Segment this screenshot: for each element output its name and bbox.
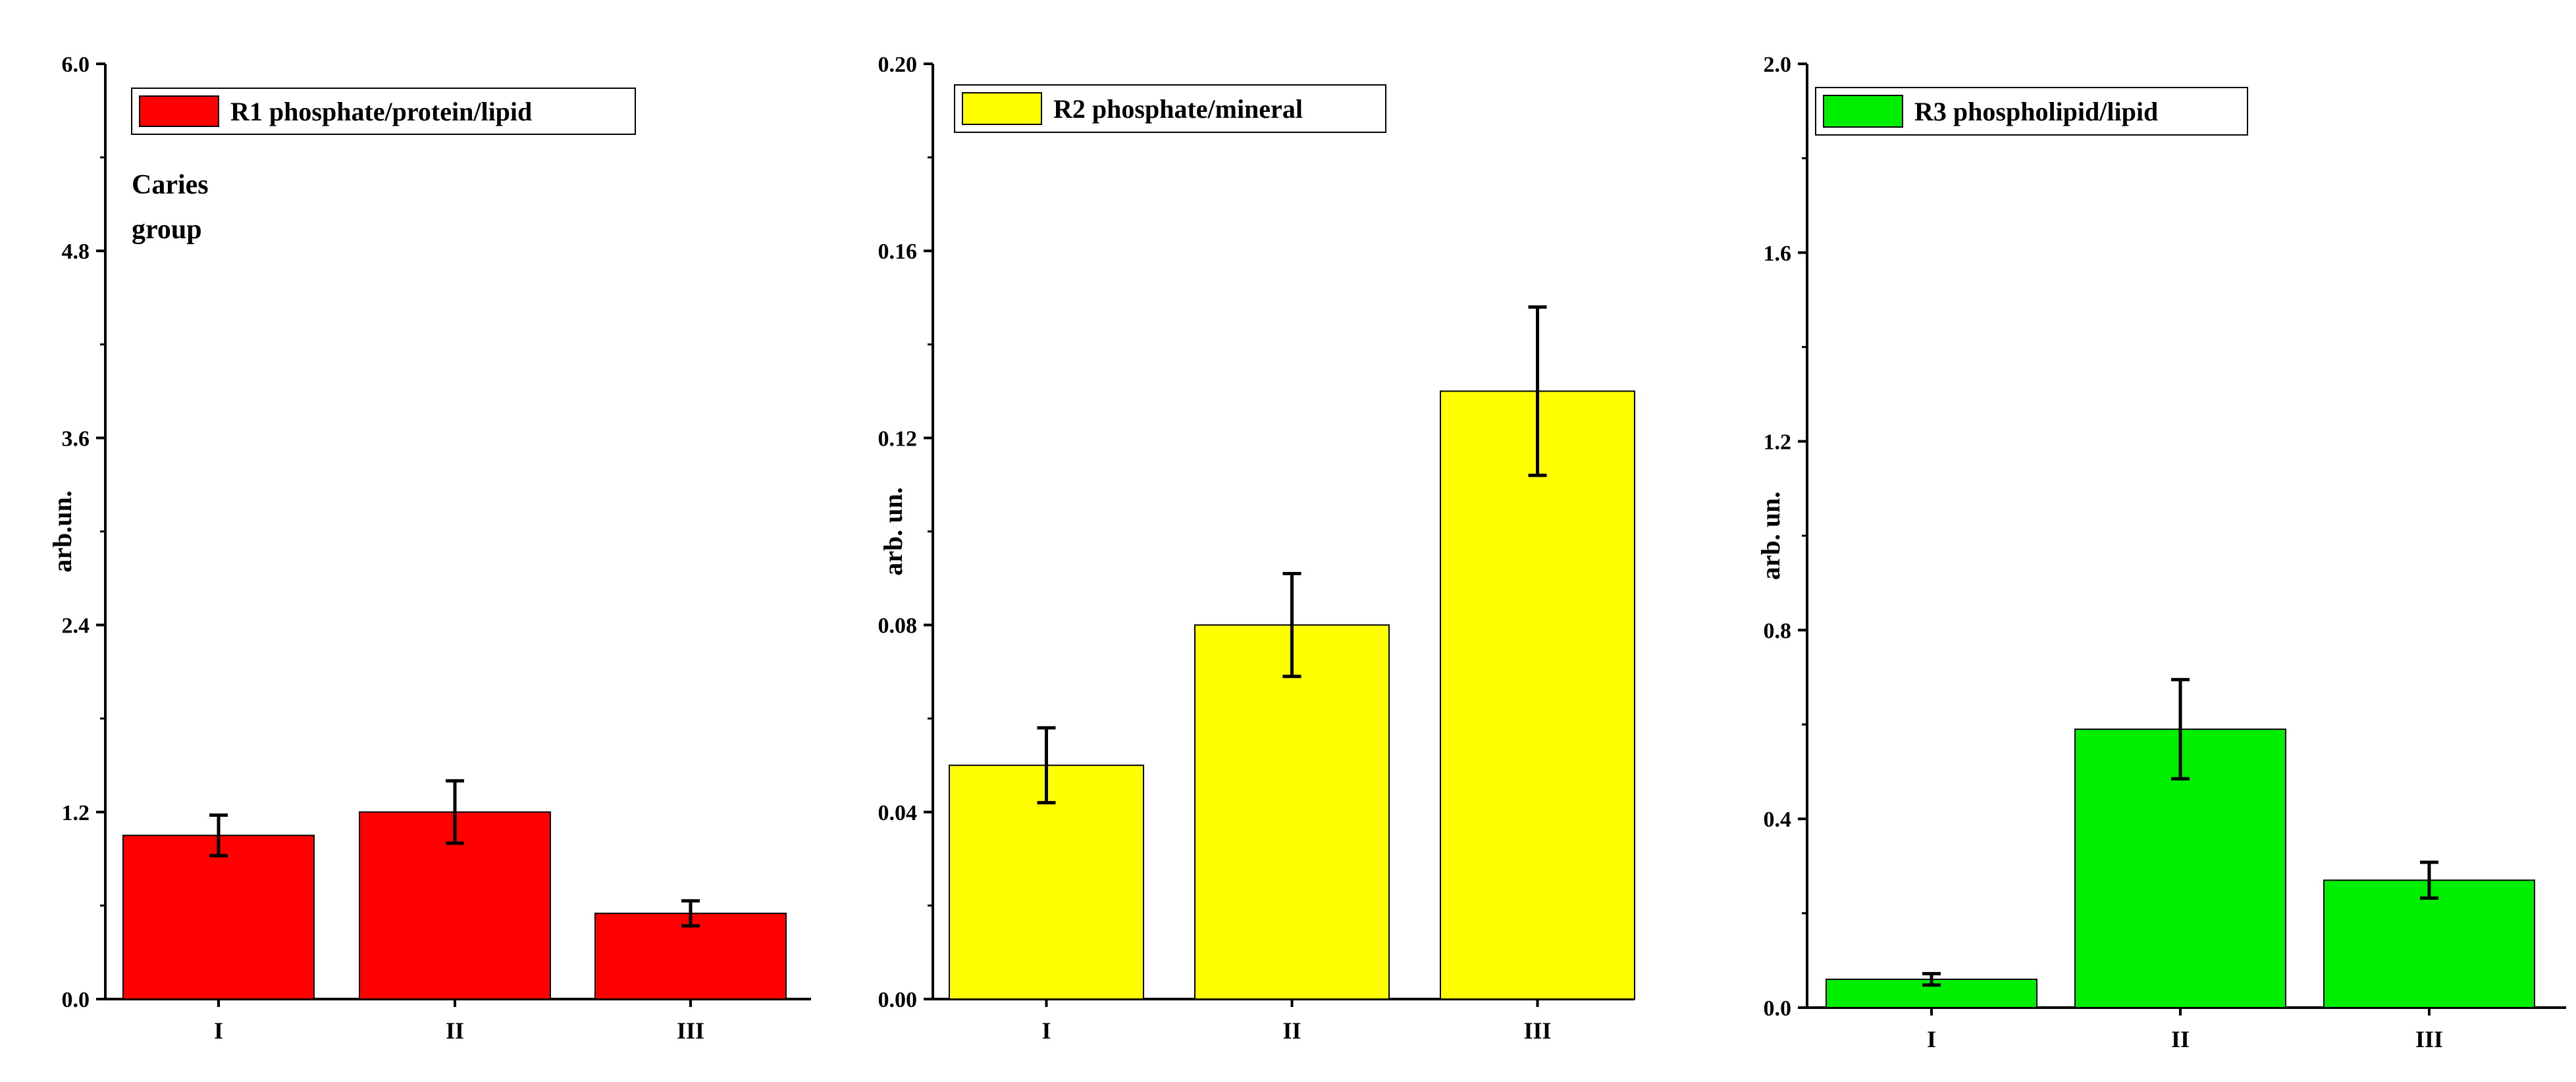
x-tick-label: II bbox=[2171, 1026, 2190, 1052]
x-tick-label: III bbox=[677, 1018, 704, 1044]
x-tick-label: I bbox=[214, 1018, 223, 1044]
legend-swatch bbox=[139, 95, 219, 127]
y-tick-label: 0.04 bbox=[878, 801, 918, 825]
bar bbox=[594, 912, 787, 1000]
y-tick-label: 0.16 bbox=[878, 240, 918, 264]
y-tick-label: 0.0 bbox=[1764, 996, 1792, 1021]
y-tick-label: 0.4 bbox=[1764, 808, 1792, 832]
y-tick-label: 1.2 bbox=[1764, 430, 1792, 455]
bar bbox=[122, 835, 315, 1000]
bar bbox=[1194, 624, 1390, 1000]
y-tick-label: 0.12 bbox=[878, 426, 918, 451]
x-tick-label: I bbox=[1041, 1018, 1051, 1044]
y-tick-label: 4.8 bbox=[62, 240, 90, 264]
x-tick-label: II bbox=[446, 1018, 464, 1044]
y-tick-label: 3.6 bbox=[62, 426, 90, 451]
y-tick-label: 0.8 bbox=[1764, 619, 1792, 643]
legend-label: R2 phosphate/mineral bbox=[1053, 94, 1303, 124]
y-tick-label: 0.20 bbox=[878, 53, 918, 77]
y-tick-label: 2.0 bbox=[1764, 53, 1792, 77]
bar bbox=[1440, 390, 1635, 1000]
y-tick-label: 0.08 bbox=[878, 614, 918, 638]
y-axis-label: arb.un. bbox=[47, 490, 77, 573]
y-axis-label: arb. un. bbox=[1756, 492, 1785, 580]
y-tick-label: 2.4 bbox=[62, 614, 90, 638]
legend-label: R1 phosphate/protein/lipid bbox=[230, 97, 532, 126]
legend-label: R3 phospholipid/lipid bbox=[1914, 97, 2158, 126]
annotation-text: group bbox=[132, 215, 202, 245]
x-tick-label: III bbox=[1523, 1018, 1551, 1044]
legend-swatch bbox=[1823, 95, 1903, 128]
legend-swatch bbox=[962, 92, 1042, 125]
annotation-text: Caries bbox=[132, 170, 209, 200]
y-tick-label: 1.2 bbox=[62, 801, 90, 825]
y-tick-label: 6.0 bbox=[62, 53, 90, 77]
y-axis-label: arb. un. bbox=[878, 487, 908, 576]
bar bbox=[2323, 879, 2535, 1009]
y-tick-label: 0.00 bbox=[878, 988, 918, 1012]
x-tick-label: II bbox=[1282, 1018, 1301, 1044]
x-tick-label: III bbox=[2415, 1026, 2443, 1052]
x-tick-label: I bbox=[1927, 1026, 1936, 1052]
y-tick-label: 1.6 bbox=[1764, 242, 1792, 266]
y-tick-label: 0.0 bbox=[62, 988, 90, 1012]
